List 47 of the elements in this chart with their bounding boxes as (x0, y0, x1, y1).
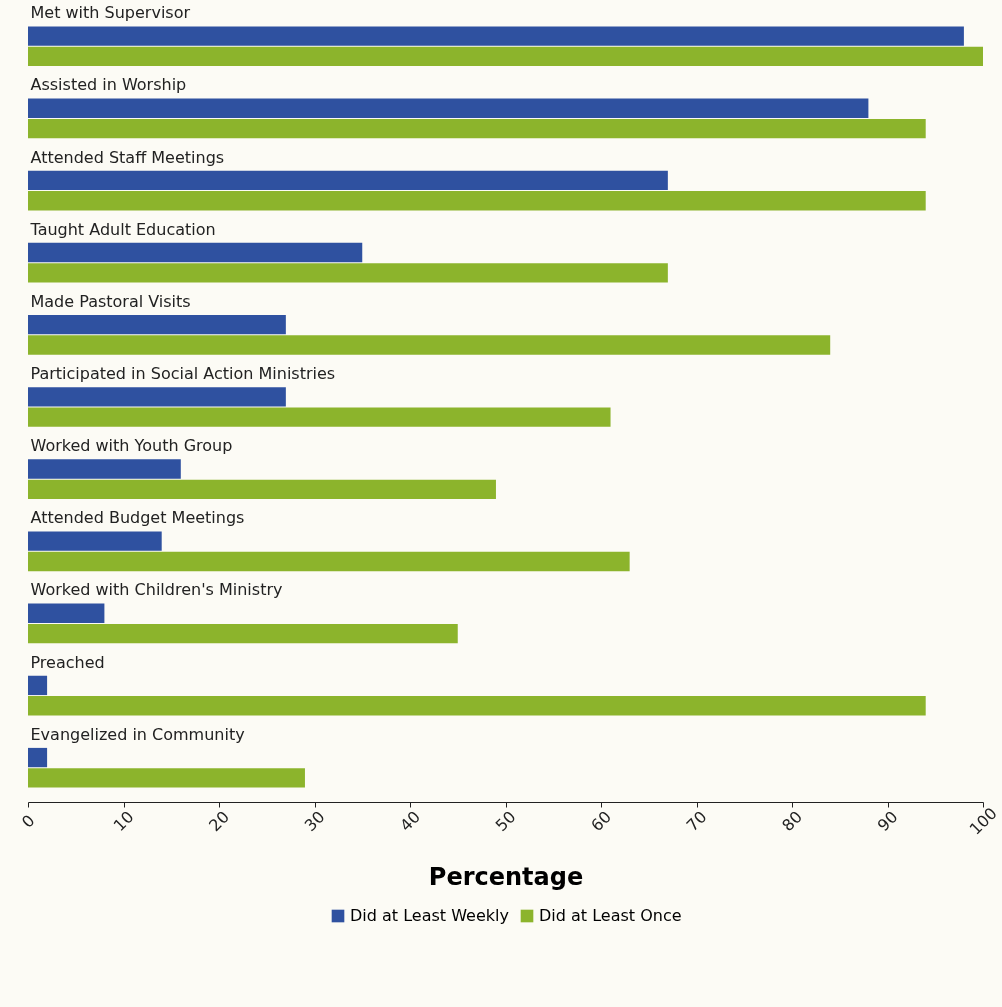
bar (28, 747, 48, 768)
bar (28, 335, 831, 355)
bar (28, 531, 162, 551)
x-tick-label: 50 (491, 807, 520, 836)
y-tick-label: Assisted in Worship (30, 75, 187, 95)
y-tick-label: Participated in Social Action Ministries (30, 364, 336, 383)
bar (28, 315, 286, 335)
bar (28, 242, 363, 263)
bar (28, 459, 181, 479)
bar (28, 118, 926, 139)
x-tick-label: 20 (205, 807, 234, 836)
y-tick-label: Preached (30, 652, 105, 672)
bar (28, 551, 630, 572)
bar (28, 46, 983, 67)
bar (28, 623, 458, 644)
bar (28, 696, 926, 716)
x-tick-label: 70 (682, 807, 711, 836)
y-tick-label: Attended Staff Meetings (30, 147, 225, 167)
x-tick-label: 80 (778, 807, 807, 836)
y-tick-label: Met with Supervisor (30, 3, 191, 23)
y-tick-label: Attended Budget Meetings (30, 508, 245, 528)
bar (28, 191, 926, 211)
y-tick-label: Worked with Children's Ministry (30, 580, 283, 600)
bar (28, 98, 869, 118)
x-tick-label: 90 (873, 807, 902, 836)
legend-label: Did at Least Once (539, 906, 682, 925)
x-tick-label: 10 (109, 807, 138, 836)
bar (28, 603, 105, 623)
bar (28, 26, 964, 46)
y-tick-label: Made Pastoral Visits (30, 291, 191, 311)
x-tick-label: 30 (300, 807, 329, 836)
y-tick-label: Evangelized in Community (30, 724, 245, 744)
x-tick-label: 100 (965, 803, 1001, 839)
y-tick-label: Worked with Youth Group (30, 436, 233, 456)
bar (28, 263, 668, 283)
x-tick-label: 60 (587, 807, 616, 836)
x-tick-label: 40 (396, 807, 425, 836)
x-axis-title: Percentage (428, 862, 584, 891)
bar (28, 479, 496, 499)
bar (28, 407, 611, 427)
bar (28, 768, 305, 788)
y-tick-label: Taught Adult Education (29, 219, 216, 239)
bar (28, 387, 286, 407)
x-tick-label: 0 (17, 810, 39, 832)
bar (28, 170, 668, 191)
bar (28, 675, 48, 696)
legend-label: Did at Least Weekly (350, 906, 509, 925)
